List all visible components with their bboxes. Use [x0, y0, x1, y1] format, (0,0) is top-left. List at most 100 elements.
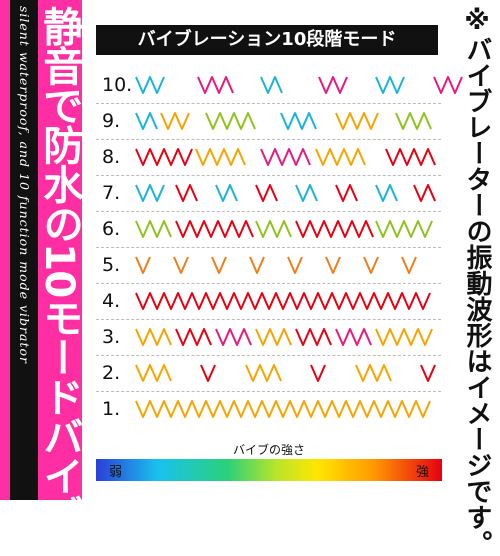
waveform-segment	[175, 220, 254, 238]
mode-row: 10.	[96, 69, 463, 101]
mode-list: 10. 9. 8. 7. 6. 5. 4. 3. 2. 1.	[96, 69, 463, 429]
mode-label: 1.	[102, 398, 121, 420]
banner-subtitle: silent waterproof, and 10 function mode …	[17, 6, 32, 364]
row-divider	[96, 175, 441, 176]
waveform-note: ※バイブレーターの振動波形はイメージです。	[462, 6, 492, 556]
mode-label: 5.	[102, 254, 121, 276]
waveform-icon	[135, 292, 431, 310]
mode-label: 4.	[102, 290, 121, 312]
waveform-segment	[375, 328, 433, 346]
mode-row: 9.	[96, 105, 441, 137]
waveform-segment	[375, 220, 433, 238]
left-accent-strip	[0, 0, 10, 500]
waveform-icon	[135, 328, 433, 346]
waveform-segment	[200, 364, 216, 382]
mode-row: 1.	[96, 393, 441, 425]
waveform-segment	[135, 148, 193, 166]
mode-label: 3.	[102, 326, 121, 348]
row-divider	[96, 211, 441, 212]
strength-label: バイブの強さ	[232, 443, 305, 457]
row-divider	[96, 355, 441, 356]
mode-row: 2.	[96, 357, 441, 389]
waveform-segment	[260, 76, 283, 94]
waveform-segment	[375, 184, 398, 202]
waveform-segment	[135, 292, 431, 310]
left-black-band	[10, 0, 38, 500]
waveform-segment	[363, 256, 379, 274]
waveform-segment	[205, 112, 256, 130]
waveform-segment	[315, 148, 366, 166]
left-pink-band	[38, 0, 82, 500]
mode-label: 6.	[102, 218, 121, 240]
waveform-segment	[173, 256, 189, 274]
waveform-segment	[385, 148, 436, 166]
mode-row: 4.	[96, 285, 441, 317]
waveform-segment	[135, 256, 151, 274]
waveform-segment	[260, 148, 311, 166]
waveform-segment	[215, 184, 238, 202]
waveform-segment	[335, 184, 358, 202]
waveform-segment	[135, 328, 172, 346]
row-divider	[96, 247, 441, 248]
row-divider	[96, 139, 441, 140]
waveform-icon	[135, 112, 432, 130]
row-divider	[96, 103, 441, 104]
waveform-icon	[135, 220, 433, 238]
waveform-segment	[310, 364, 326, 382]
row-divider	[96, 283, 441, 284]
waveform-segment	[355, 364, 392, 382]
strength-gradient-bar	[96, 459, 442, 481]
waveform-icon	[135, 256, 417, 274]
waveform-segment	[135, 76, 165, 94]
mode-row: 8.	[96, 141, 441, 173]
waveform-segment	[375, 76, 405, 94]
waveform-segment	[413, 184, 436, 202]
waveform-segment	[325, 256, 341, 274]
mode-label: 7.	[102, 182, 121, 204]
waveform-segment	[295, 184, 318, 202]
waveform-segment	[255, 328, 292, 346]
waveform-icon	[135, 400, 431, 418]
waveform-segment	[215, 328, 252, 346]
mode-row: 6.	[96, 213, 441, 245]
waveform-segment	[433, 76, 463, 94]
mode-row: 3.	[96, 321, 441, 353]
waveform-segment	[175, 184, 198, 202]
waveform-icon	[135, 184, 436, 202]
waveform-segment	[280, 112, 317, 130]
waveform-segment	[318, 76, 348, 94]
waveform-segment	[255, 220, 292, 238]
mode-row: 7.	[96, 177, 441, 209]
row-divider	[96, 319, 441, 320]
waveform-segment	[135, 400, 431, 418]
waveform-segment	[401, 256, 417, 274]
waveform-segment	[295, 220, 374, 238]
banner-title: 静音で防水の10モードバイブ	[36, 6, 84, 535]
mode-row: 5.	[96, 249, 441, 281]
waveform-segment	[420, 364, 436, 382]
waveform-segment	[135, 184, 165, 202]
waveform-segment	[245, 364, 282, 382]
waveform-segment	[135, 364, 172, 382]
header-title: バイブレーション10段階モード	[96, 25, 438, 55]
weak-label: 弱	[109, 465, 123, 480]
waveform-segment	[335, 112, 379, 130]
waveform-segment	[195, 148, 246, 166]
waveform-segment	[255, 184, 278, 202]
waveform-icon	[135, 148, 436, 166]
waveform-segment	[175, 328, 212, 346]
strong-label: 強	[416, 465, 430, 480]
waveform-segment	[287, 256, 303, 274]
waveform-icon	[135, 76, 463, 94]
waveform-segment	[135, 220, 172, 238]
mode-label: 10.	[102, 74, 133, 96]
mode-label: 2.	[102, 362, 121, 384]
waveform-segment	[335, 328, 372, 346]
waveform-segment	[135, 112, 158, 130]
waveform-segment	[249, 256, 265, 274]
waveform-segment	[295, 328, 332, 346]
row-divider	[96, 391, 441, 392]
mode-label: 8.	[102, 146, 121, 168]
waveform-segment	[197, 76, 234, 94]
waveform-icon	[135, 364, 436, 382]
